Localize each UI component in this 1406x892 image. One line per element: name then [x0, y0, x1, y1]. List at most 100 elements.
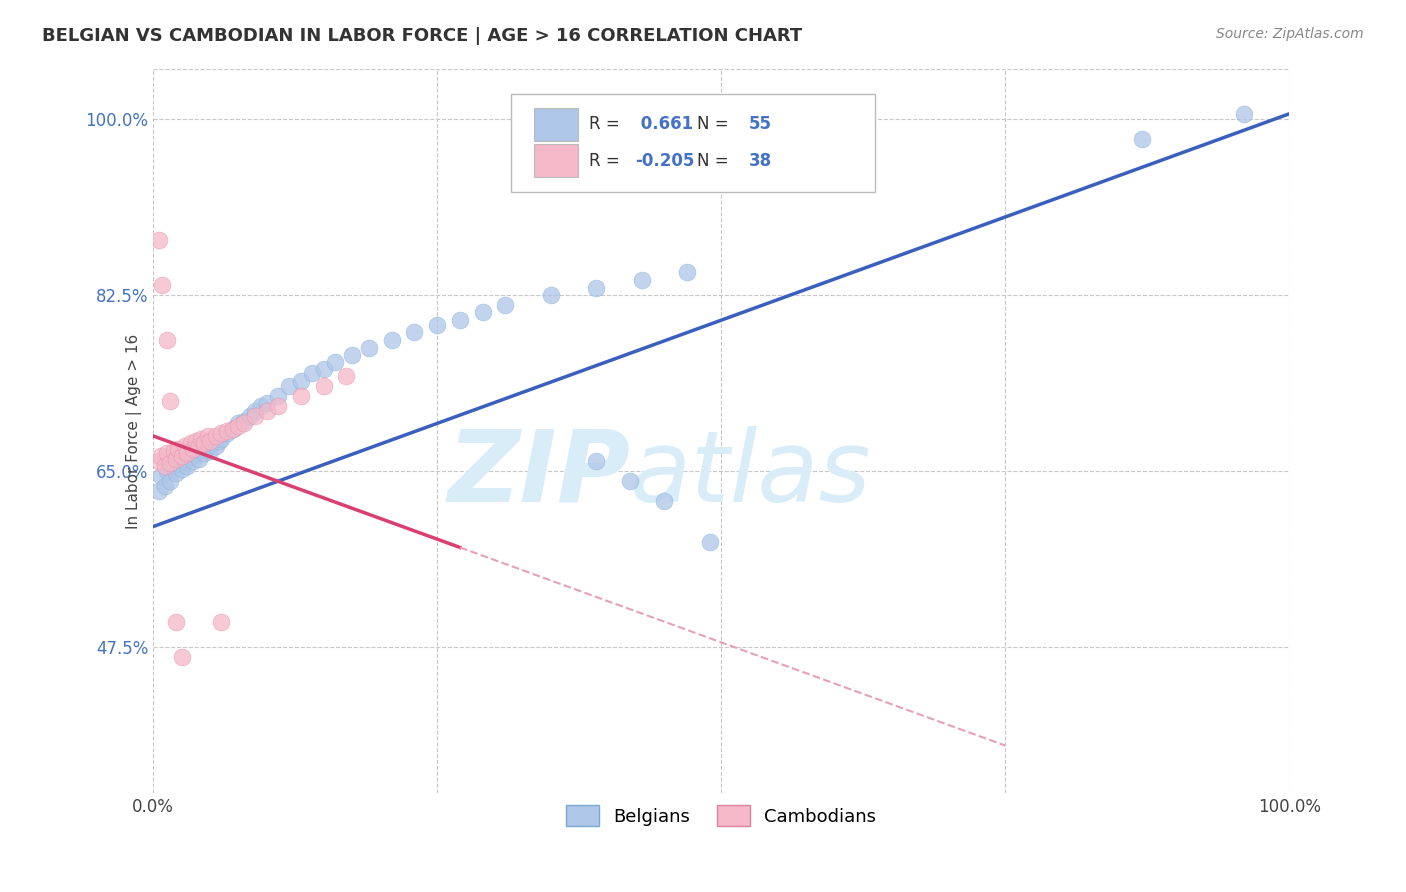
Point [256, 396, 278, 410]
Point [153, 479, 176, 493]
Y-axis label: In Labor Force | Age > 16: In Labor Force | Age > 16 [127, 334, 142, 529]
Point [148, 454, 170, 468]
Point [267, 399, 290, 413]
Point [215, 424, 238, 438]
Point [301, 366, 323, 380]
Point [312, 378, 335, 392]
Point [165, 615, 187, 630]
Point [181, 442, 204, 456]
Text: N =: N = [697, 115, 734, 133]
Point [174, 439, 197, 453]
Point [198, 434, 221, 448]
Point [267, 389, 290, 403]
Point [148, 233, 170, 247]
Point [233, 414, 256, 428]
Point [204, 429, 226, 443]
Point [585, 454, 607, 468]
Point [250, 399, 273, 413]
Point [585, 281, 607, 295]
Point [540, 288, 562, 302]
Point [256, 404, 278, 418]
Point [221, 422, 243, 436]
Text: -0.205: -0.205 [636, 152, 695, 169]
Point [676, 265, 699, 279]
Point [1233, 107, 1256, 121]
Point [193, 446, 215, 460]
Point [290, 374, 312, 388]
Point [180, 436, 202, 450]
Text: atlas: atlas [630, 425, 872, 523]
Text: BELGIAN VS CAMBODIAN IN LABOR FORCE | AGE > 16 CORRELATION CHART: BELGIAN VS CAMBODIAN IN LABOR FORCE | AG… [42, 27, 803, 45]
Point [245, 404, 267, 418]
Point [228, 418, 250, 433]
Point [190, 432, 212, 446]
Point [494, 298, 516, 312]
Point [170, 449, 193, 463]
Point [228, 416, 250, 430]
Point [187, 439, 209, 453]
Point [312, 361, 335, 376]
Point [204, 439, 226, 453]
Point [426, 318, 449, 333]
Point [619, 475, 641, 489]
Point [209, 432, 232, 446]
Text: R =: R = [589, 152, 626, 169]
Point [174, 454, 197, 468]
Point [156, 464, 179, 478]
Point [165, 452, 187, 467]
Text: 0.661: 0.661 [636, 115, 693, 133]
Point [156, 446, 179, 460]
Point [471, 305, 494, 319]
Point [198, 444, 221, 458]
FancyBboxPatch shape [534, 144, 578, 178]
FancyBboxPatch shape [534, 108, 578, 141]
Point [186, 446, 208, 460]
Point [209, 425, 232, 440]
Point [278, 378, 301, 392]
Point [150, 449, 173, 463]
Point [187, 452, 209, 467]
Point [340, 348, 363, 362]
Text: 55: 55 [748, 115, 772, 133]
Point [449, 313, 471, 327]
Point [167, 456, 190, 470]
Point [148, 484, 170, 499]
Point [699, 534, 721, 549]
Point [165, 467, 187, 481]
Point [190, 442, 212, 456]
Point [197, 429, 219, 443]
Legend: Belgians, Cambodians: Belgians, Cambodians [557, 797, 886, 835]
Point [180, 449, 202, 463]
Text: ZIP: ZIP [447, 425, 630, 523]
Point [170, 462, 193, 476]
Text: 38: 38 [748, 152, 772, 169]
Point [630, 273, 652, 287]
Point [156, 334, 179, 348]
Point [150, 277, 173, 292]
Point [233, 416, 256, 430]
Point [167, 442, 190, 456]
Point [221, 422, 243, 436]
Point [335, 368, 357, 383]
Point [153, 459, 176, 474]
Point [290, 389, 312, 403]
Point [654, 494, 676, 508]
Point [176, 446, 198, 460]
FancyBboxPatch shape [510, 94, 875, 192]
Point [208, 434, 231, 448]
Point [186, 434, 208, 448]
Point [181, 454, 204, 468]
Point [162, 459, 184, 474]
Point [150, 469, 173, 483]
Point [176, 459, 198, 474]
Point [159, 475, 181, 489]
Point [215, 425, 238, 440]
Text: Source: ZipAtlas.com: Source: ZipAtlas.com [1216, 27, 1364, 41]
Point [170, 650, 193, 665]
Point [201, 436, 224, 450]
Point [245, 409, 267, 423]
Point [381, 334, 404, 348]
Point [197, 439, 219, 453]
Point [357, 342, 380, 356]
Point [1130, 132, 1153, 146]
